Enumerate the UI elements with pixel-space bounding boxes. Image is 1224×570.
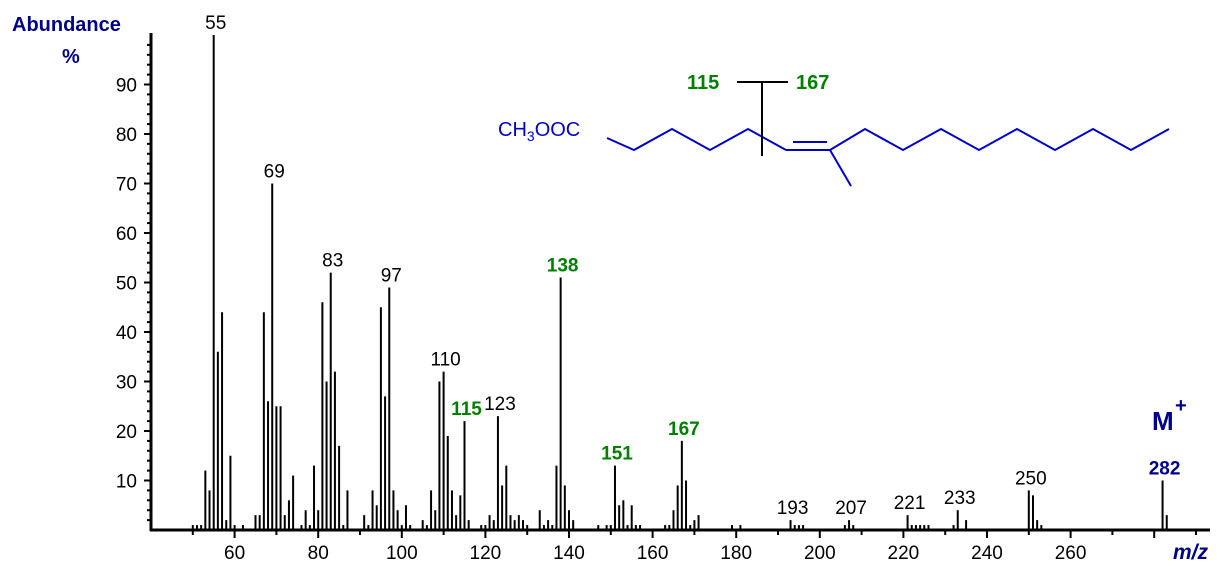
y-tick-label: 40 [116,323,137,344]
peak-label-69: 69 [264,162,285,183]
y-tick-label: 70 [116,175,137,196]
peak-label-138: 138 [547,256,579,277]
peak-label-123: 123 [484,394,516,415]
molecule-structure: CH3OOC 115 167 [498,72,1170,187]
peak-label-110: 110 [430,350,460,371]
molecular-ion-charge: + [1175,395,1187,417]
methyl-branch [829,149,852,187]
molecular-ion-label: M [1152,406,1174,436]
y-tick-label: 30 [116,373,137,394]
peak-label-115: 115 [451,399,482,420]
y-tick-label: 60 [116,224,137,245]
spectrum-bars [191,35,1168,530]
y-axis-unit: % [62,46,80,68]
x-tick-label: 160 [637,543,669,564]
peak-label-193: 193 [777,498,809,519]
y-tick-label: 50 [116,274,137,295]
y-tick-label: 80 [116,125,137,146]
peak-label-167: 167 [668,419,700,440]
y-tick-label: 10 [116,472,137,493]
y-tick-label: 90 [116,76,137,97]
x-tick-label: 200 [804,543,836,564]
carbon-chain-left [606,127,787,152]
peak-label-250: 250 [1015,468,1047,489]
x-tick-label: 180 [720,543,752,564]
x-axis-title: m/z [1173,541,1209,564]
x-tick-label: 140 [553,543,585,564]
peak-label-151: 151 [601,444,633,465]
x-tick-label: 60 [224,543,245,564]
peak-label-97: 97 [381,265,402,286]
ester-group-label: CH3OOC [498,119,580,144]
peak-label-83: 83 [322,251,343,272]
carbon-chain-right [829,127,1170,152]
x-tick-label: 220 [888,543,920,564]
x-tick-label: 100 [386,543,418,564]
peak-label-221: 221 [894,493,926,514]
fragment-label-right: 167 [796,72,829,94]
peak-label-207: 207 [835,498,867,519]
y-tick-label: 20 [116,422,137,443]
y-axis-title: Abundance [12,14,121,36]
peak-label-233: 233 [944,488,976,509]
peak-label-55: 55 [205,13,226,34]
x-tick-label: 80 [308,543,329,564]
fragment-label-left: 115 [687,72,719,94]
peak-label-282: 282 [1149,459,1181,480]
x-tick-label: 120 [470,543,502,564]
x-tick-label: 260 [1055,543,1087,564]
x-tick-label: 240 [971,543,1003,564]
